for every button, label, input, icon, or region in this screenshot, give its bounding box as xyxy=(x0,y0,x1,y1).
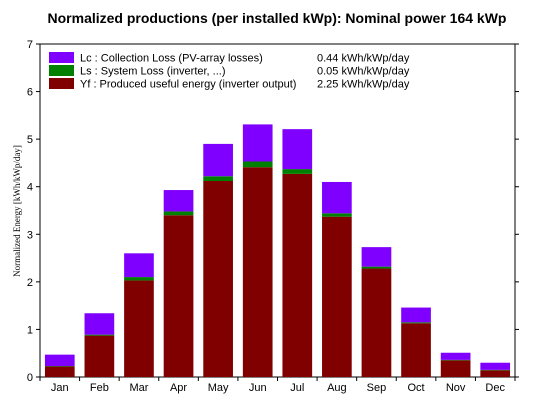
x-tick-label-oct: Oct xyxy=(407,382,424,394)
bar-oct-series-2 xyxy=(401,307,431,323)
bar-jul-series-2 xyxy=(282,129,313,170)
bar-apr-series-0 xyxy=(163,215,194,377)
legend-swatch-0 xyxy=(49,78,74,89)
bar-aug-series-1 xyxy=(322,213,352,217)
bar-may-series-0 xyxy=(203,181,233,377)
legend-value-0: 2.25 kWh/kWp/day xyxy=(317,79,410,91)
legend-label-0: Yf : Produced useful energy (inverter ou… xyxy=(80,79,296,91)
plot-frame xyxy=(39,43,516,378)
bar-jul-series-1 xyxy=(282,169,313,174)
bar-may-series-1 xyxy=(203,176,233,182)
x-axis: Jan Feb Mar Apr May Jun Jul Aug Sep Oct Nov Dec xyxy=(39,377,516,394)
x-tick-label-mar: Mar xyxy=(129,382,148,394)
bars xyxy=(44,124,511,377)
y-tick-label: 3 xyxy=(27,229,33,241)
legend-value-1: 0.05 kWh/kWp/day xyxy=(317,66,410,78)
y-tick-label: 6 xyxy=(27,87,33,99)
bar-oct-series-0 xyxy=(401,323,431,377)
bar-dec-series-0 xyxy=(480,370,511,377)
x-tick-label-may: May xyxy=(208,382,229,394)
bar-aug-series-2 xyxy=(322,181,352,214)
y-tick-label: 0 xyxy=(27,372,33,384)
bar-jan-series-0 xyxy=(44,366,75,377)
y-axis: 0 1 2 3 4 5 6 7 xyxy=(27,39,519,384)
bar-mar-series-2 xyxy=(124,253,154,278)
y-tick-label: 7 xyxy=(27,39,33,51)
x-tick-label-sep: Sep xyxy=(367,382,387,394)
bar-feb-series-2 xyxy=(84,313,115,335)
bar-sep-series-1 xyxy=(361,266,392,269)
bar-jan-series-2 xyxy=(44,354,75,367)
y-tick-label: 2 xyxy=(27,277,33,289)
x-tick-label-apr: Apr xyxy=(170,382,187,394)
bar-oct-series-1 xyxy=(401,322,431,324)
x-tick-label-feb: Feb xyxy=(90,382,109,394)
bar-apr-series-2 xyxy=(163,190,194,212)
x-tick-label-nov: Nov xyxy=(446,382,466,394)
bar-may-series-2 xyxy=(203,143,233,177)
bar-jun-series-0 xyxy=(242,167,273,377)
bar-sep-series-0 xyxy=(361,268,392,377)
y-axis-label: Normalized Energy [kWh/kWp/day] xyxy=(12,145,22,277)
bar-feb-series-1 xyxy=(84,334,115,336)
bar-sep-series-2 xyxy=(361,247,392,267)
bar-feb-series-0 xyxy=(84,335,115,377)
y-tick-label: 1 xyxy=(27,324,33,336)
bar-jul-series-0 xyxy=(282,173,313,377)
legend-swatch-1 xyxy=(49,65,74,76)
legend: Lc : Collection Loss (PV-array losses) 0.… xyxy=(49,52,410,91)
x-tick-label-jun: Jun xyxy=(249,382,267,394)
x-tick-label-jan: Jan xyxy=(51,382,69,394)
bar-apr-series-1 xyxy=(163,211,194,216)
bar-jun-series-2 xyxy=(242,124,273,162)
legend-label-1: Ls : System Loss (inverter, ...) xyxy=(80,66,226,78)
y-tick-label: 5 xyxy=(27,134,33,146)
bar-mar-series-0 xyxy=(124,280,154,377)
bar-dec-series-2 xyxy=(480,362,511,370)
bar-aug-series-0 xyxy=(322,216,352,377)
x-tick-label-jul: Jul xyxy=(290,382,304,394)
bar-mar-series-1 xyxy=(124,277,154,281)
legend-value-2: 0.44 kWh/kWp/day xyxy=(317,53,410,65)
bar-nov-series-2 xyxy=(440,352,471,360)
x-tick-label-aug: Aug xyxy=(327,382,347,394)
x-tick-label-dec: Dec xyxy=(485,382,505,394)
bar-jun-series-1 xyxy=(242,161,273,168)
legend-label-2: Lc : Collection Loss (PV-array losses) xyxy=(80,53,263,65)
y-tick-label: 4 xyxy=(27,182,33,194)
bar-nov-series-0 xyxy=(440,360,471,377)
plot-area xyxy=(39,43,516,378)
legend-swatch-2 xyxy=(49,52,74,63)
chart-title: Normalized productions (per installed kW… xyxy=(47,10,507,26)
